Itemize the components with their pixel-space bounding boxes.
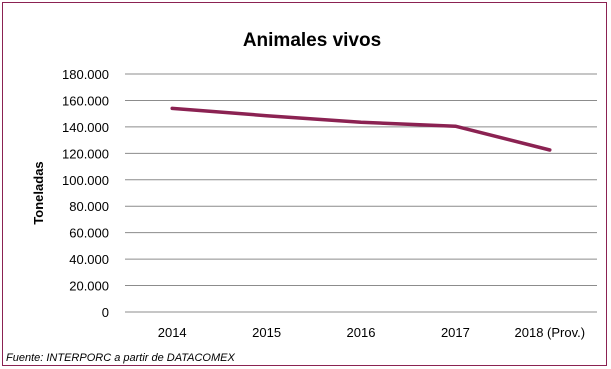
y-tick-label: 60.000 <box>69 226 109 241</box>
y-tick-label: 120.000 <box>62 146 109 161</box>
y-tick-label: 180.000 <box>62 67 109 82</box>
y-tick-labels: 0 20.000 40.000 60.000 80.000 100.000 120.000 1… <box>62 67 109 320</box>
x-tick-label: 2017 <box>441 325 470 340</box>
series-line <box>170 106 552 152</box>
x-tick-labels: 2014 2015 2016 2017 2018 (Prov.) <box>158 325 585 340</box>
y-tick-label: 80.000 <box>69 199 109 214</box>
x-tick-label: 2015 <box>252 325 281 340</box>
chart-frame <box>2 2 607 366</box>
series-group <box>170 106 552 152</box>
gridlines <box>125 73 597 313</box>
y-tick-label: 40.000 <box>69 252 109 267</box>
x-tick-label: 2016 <box>347 325 376 340</box>
y-tick-label: 160.000 <box>62 93 109 108</box>
y-tick-label: 20.000 <box>69 279 109 294</box>
y-tick-label: 0 <box>102 305 109 320</box>
chart-title: Animales vivos <box>243 30 381 51</box>
y-tick-label: 140.000 <box>62 120 109 135</box>
x-tick-label: 2014 <box>158 325 187 340</box>
y-tick-label: 100.000 <box>62 173 109 188</box>
y-axis-label: Toneladas <box>31 161 46 224</box>
source-note: Fuente: INTERPORC a partir de DATACOMEX <box>6 352 235 364</box>
x-tick-label: 2018 (Prov.) <box>515 325 586 340</box>
